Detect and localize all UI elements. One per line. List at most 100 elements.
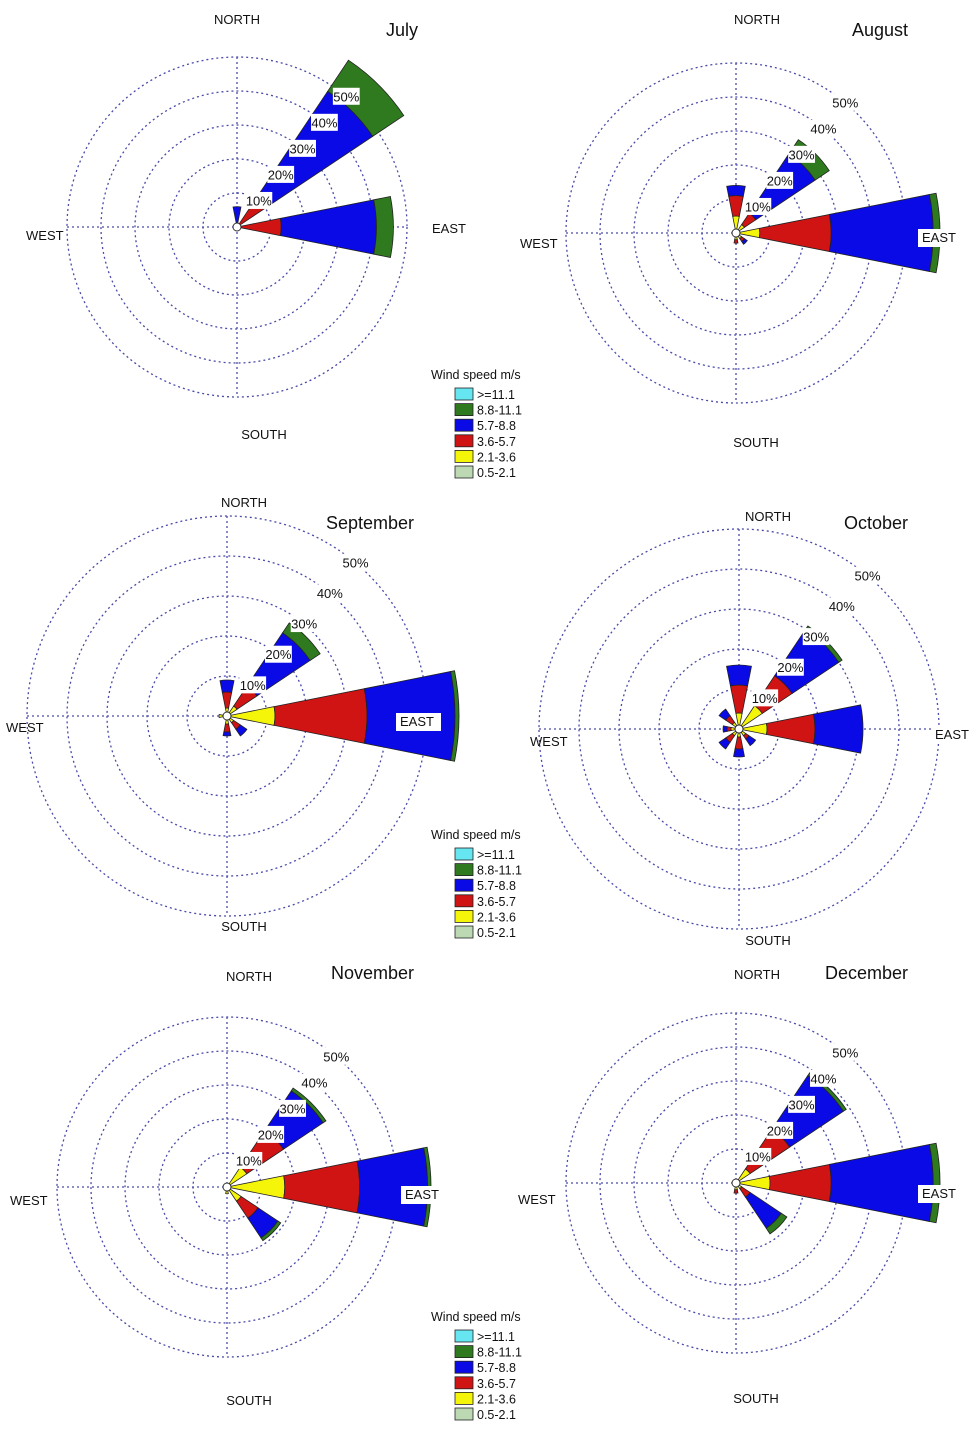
petal-w-5.7-8.8 bbox=[722, 725, 728, 733]
south-label: SOUTH bbox=[745, 933, 791, 948]
radial-label-50: 50% bbox=[333, 89, 359, 104]
legend-title: Wind speed m/s bbox=[431, 1310, 521, 1324]
west-label: WEST bbox=[520, 236, 558, 251]
chart-title: October bbox=[844, 513, 908, 533]
east-label-bg bbox=[396, 713, 441, 731]
radial-label-bg bbox=[265, 645, 292, 663]
legend-swatch bbox=[454, 847, 474, 861]
radial-label-30: 30% bbox=[789, 1097, 815, 1112]
legend-swatch bbox=[454, 418, 474, 432]
radial-label-bg bbox=[810, 119, 837, 137]
radial-label-50: 50% bbox=[343, 555, 369, 570]
south-label: SOUTH bbox=[221, 919, 267, 934]
petal-e-5.7-8.8 bbox=[828, 194, 934, 272]
radial-label-40: 40% bbox=[317, 586, 343, 601]
radial-label-10: 10% bbox=[745, 199, 771, 214]
petal-w-2.1-3.6 bbox=[218, 713, 224, 719]
legend-item-label: 8.8-11.1 bbox=[477, 864, 522, 878]
legend-swatch bbox=[454, 403, 474, 417]
north-label: NORTH bbox=[734, 967, 780, 982]
radial-label-40: 40% bbox=[810, 1071, 836, 1086]
west-label: WEST bbox=[10, 1193, 48, 1208]
radial-label-30: 30% bbox=[789, 147, 815, 162]
radial-label-bg bbox=[810, 1069, 837, 1087]
radial-label-40: 40% bbox=[301, 1075, 327, 1090]
legend-item-label: 5.7-8.8 bbox=[477, 1361, 516, 1375]
legend-swatch bbox=[454, 1345, 474, 1358]
radial-label-bg bbox=[788, 1095, 815, 1113]
south-label: SOUTH bbox=[733, 1391, 779, 1406]
north-label: NORTH bbox=[221, 495, 267, 510]
north-label: NORTH bbox=[734, 12, 780, 27]
petal-e-2.1-3.6 bbox=[738, 1175, 771, 1191]
petal-n-3.6-5.7 bbox=[729, 684, 749, 714]
radial-label-bg bbox=[311, 113, 338, 131]
east-label: EAST bbox=[400, 714, 434, 729]
radial-label-40: 40% bbox=[810, 121, 836, 136]
legend-item-label: 5.7-8.8 bbox=[477, 419, 516, 433]
petal-e-2.1-3.6 bbox=[742, 723, 768, 735]
legend-swatch bbox=[454, 1376, 474, 1390]
west-label: WEST bbox=[26, 228, 64, 243]
calm-center bbox=[731, 228, 741, 238]
east-label: EAST bbox=[432, 221, 466, 236]
west-label: WEST bbox=[530, 734, 568, 749]
legend-title-bg bbox=[429, 826, 539, 846]
wind-rose-november: 10% 20% 30% 40% 50% NORTH SOUTH EAST WEST Novembe… bbox=[10, 963, 539, 1422]
chart-title: December bbox=[825, 963, 908, 983]
legend: Wind speed m/s >=11.1 8.8-11.15.7-8.8 3.6-5… bbox=[429, 826, 539, 940]
west-label: WEST bbox=[518, 1192, 556, 1207]
radial-label-50: 50% bbox=[855, 568, 881, 583]
north-label: NORTH bbox=[214, 12, 260, 27]
legend-item-label: 0.5-2.1 bbox=[477, 1408, 516, 1422]
radial-label-10: 10% bbox=[752, 691, 778, 706]
petal-e-5.7-8.8 bbox=[813, 704, 864, 754]
radial-label-bg bbox=[828, 597, 856, 615]
petal-e-3.6-5.7 bbox=[273, 688, 368, 744]
legend-item-label: 3.6-5.7 bbox=[477, 435, 516, 449]
petal-e-3.6-5.7 bbox=[765, 713, 816, 745]
wind-rose-october: 10% 20%30% 40% 50% NORTH SOUTH EAST WEST October bbox=[530, 509, 976, 948]
east-label-bg bbox=[918, 1185, 963, 1203]
legend-swatch bbox=[454, 1407, 474, 1421]
petal-sw-5.7-8.8 bbox=[718, 737, 731, 750]
legend-swatch bbox=[454, 894, 474, 908]
south-label: SOUTH bbox=[226, 1393, 272, 1408]
west-label: WEST bbox=[6, 720, 44, 735]
petal-s-5.7-8.8 bbox=[733, 748, 745, 758]
petal-e-3.6-5.7 bbox=[283, 1160, 360, 1214]
legend-item-label: 2.1-3.6 bbox=[477, 450, 516, 464]
east-label: EAST bbox=[405, 1187, 439, 1202]
south-label: SOUTH bbox=[241, 427, 287, 442]
north-label: NORTH bbox=[226, 969, 272, 984]
petal-e-5.7-8.8 bbox=[279, 199, 377, 255]
petal-se-8.8-11.1 bbox=[260, 1220, 282, 1242]
wind-rose-july: 10% 20% 30% 40% 50% NORTH SOUTH EAST WEST July Win… bbox=[26, 12, 539, 480]
petal-e-3.6-5.7 bbox=[768, 1163, 832, 1203]
petal-s-2.1-3.6 bbox=[224, 719, 230, 725]
radial-label-30: 30% bbox=[280, 1101, 306, 1116]
east-label: EAST bbox=[935, 727, 969, 742]
legend: Wind speed m/s >=11.1 8.8-11.15.7-8.8 3.6-5… bbox=[429, 1308, 539, 1422]
legend-swatch bbox=[454, 1360, 474, 1374]
legend: Wind speed m/s >=11.1 8.8-11.15.7-8.8 3.6-5… bbox=[429, 366, 539, 480]
radial-label-bg bbox=[831, 93, 859, 111]
radial-label-bg bbox=[766, 1121, 794, 1139]
calm-center bbox=[731, 1178, 741, 1188]
legend-item-label: 3.6-5.7 bbox=[477, 895, 516, 909]
petal-n-5.7-8.8 bbox=[219, 679, 235, 693]
radial-label-30: 30% bbox=[291, 617, 317, 632]
petal-s-3.6-5.7 bbox=[734, 736, 744, 750]
legend-item-label: 2.1-3.6 bbox=[477, 1392, 516, 1406]
legend-swatch bbox=[454, 910, 474, 923]
radial-label-40: 40% bbox=[311, 115, 337, 130]
petal-e-8.8-11.1 bbox=[423, 1146, 432, 1228]
legend-swatch bbox=[454, 449, 474, 463]
radial-label-bg bbox=[744, 197, 772, 215]
radial-label-10: 10% bbox=[246, 193, 272, 208]
petal-w-3.6-5.7 bbox=[726, 726, 732, 732]
radial-label-20: 20% bbox=[777, 660, 803, 675]
south-label: SOUTH bbox=[733, 435, 779, 450]
legend-item-label: 8.8-11.1 bbox=[477, 1346, 522, 1360]
legend-title-bg bbox=[429, 366, 539, 386]
